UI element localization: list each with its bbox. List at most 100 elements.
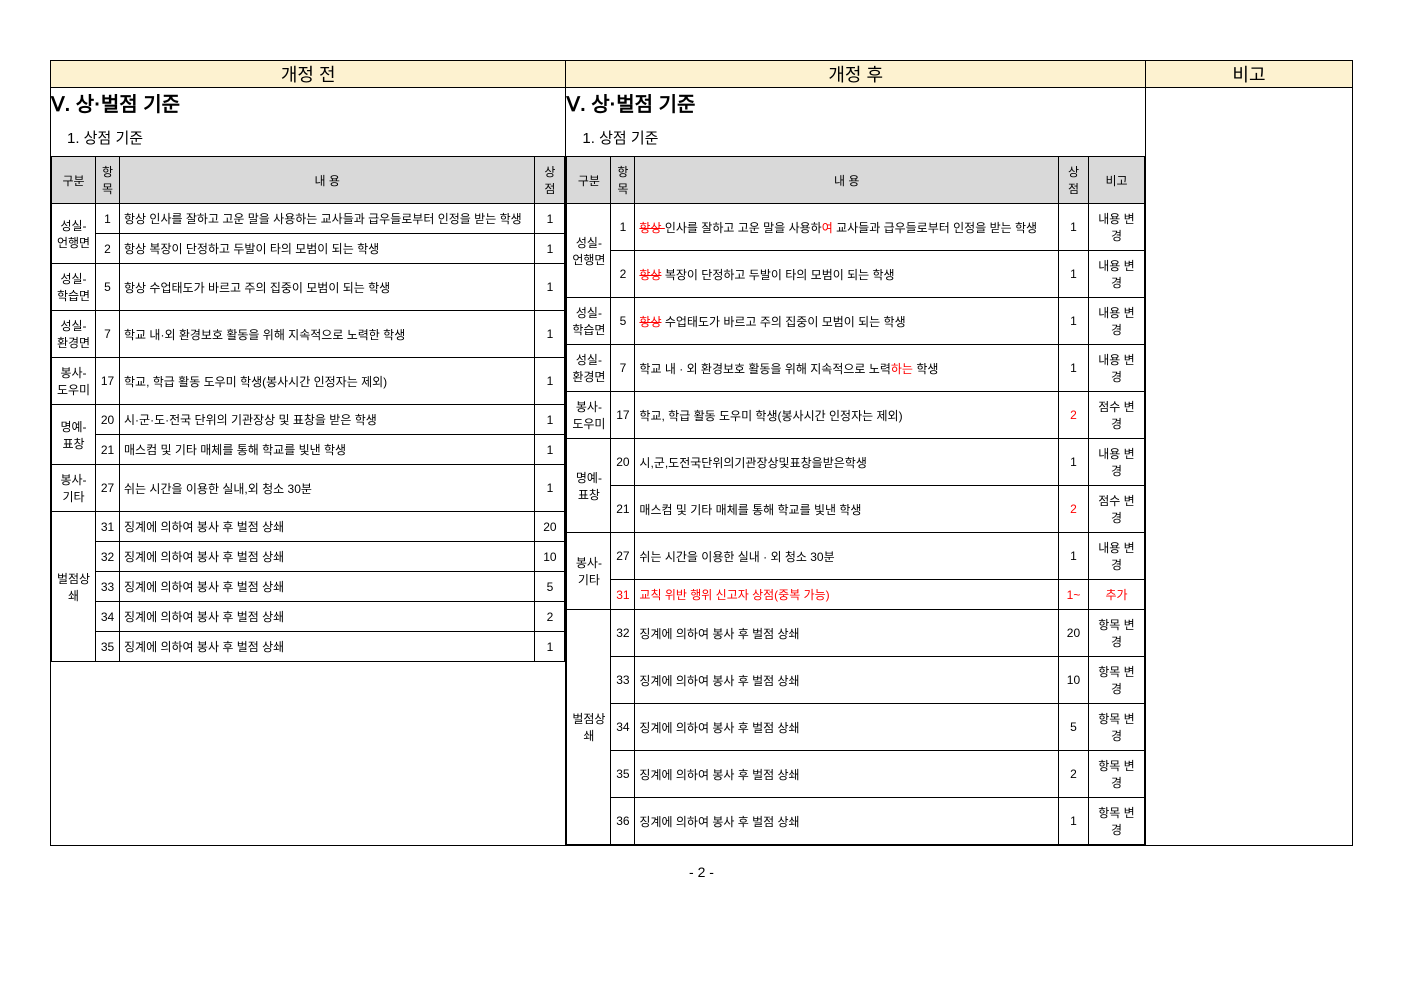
cell-naeyong: 시,군,도전국단위의기관장상및표창을받은학생 bbox=[635, 439, 1059, 486]
table-row: 명예-표창20시·군·도·전국 단위의 기관장상 및 표창을 받은 학생1 bbox=[52, 405, 565, 435]
cell-sangjeom: 1 bbox=[1058, 345, 1088, 392]
cell-naeyong: 항상 인사를 잘하고 고운 말을 사용하는 교사들과 급우들로부터 인정을 받는… bbox=[120, 204, 535, 234]
section-title-before: Ⅴ. 상·벌점 기준 bbox=[51, 88, 565, 117]
cell-hangmok: 2 bbox=[611, 251, 635, 298]
table-row: 봉사-도우미17학교, 학급 활동 도우미 학생(봉사시간 인정자는 제외)1 bbox=[52, 358, 565, 405]
cell-gubun: 벌점상쇄 bbox=[567, 610, 611, 845]
page-number: - 2 - bbox=[50, 864, 1353, 880]
cell-hangmok: 33 bbox=[96, 572, 120, 602]
table-row: 31교칙 위반 행위 신고자 상점(중복 가능)1~추가 bbox=[567, 580, 1145, 610]
table-row: 벌점상쇄32징계에 의하여 봉사 후 벌점 상쇄20항목 변경 bbox=[567, 610, 1145, 657]
table-row: 성실-환경면7학교 내·외 환경보호 활동을 위해 지속적으로 노력한 학생1 bbox=[52, 311, 565, 358]
cell-sangjeom: 5 bbox=[1058, 704, 1088, 751]
main-comparison-table: 개정 전 개정 후 비고 Ⅴ. 상·벌점 기준 1. 상점 기준 구분 항목 내 bbox=[50, 60, 1353, 846]
cell-naeyong: 징계에 의하여 봉사 후 벌점 상쇄 bbox=[120, 572, 535, 602]
cell-naeyong: 징계에 의하여 봉사 후 벌점 상쇄 bbox=[120, 542, 535, 572]
cell-hangmok: 35 bbox=[611, 751, 635, 798]
table-row: 35징계에 의하여 봉사 후 벌점 상쇄1 bbox=[52, 632, 565, 662]
cell-sangjeom: 2 bbox=[535, 602, 565, 632]
subsection-before: 1. 상점 기준 bbox=[67, 127, 565, 148]
cell-gubun: 봉사-기타 bbox=[52, 465, 96, 512]
table-row: 벌점상쇄31징계에 의하여 봉사 후 벌점 상쇄20 bbox=[52, 512, 565, 542]
th-gubun-a: 구분 bbox=[567, 157, 611, 204]
table-row: 21매스컴 및 기타 매체를 통해 학교를 빛낸 학생1 bbox=[52, 435, 565, 465]
table-row: 명예-표창20시,군,도전국단위의기관장상및표창을받은학생1내용 변경 bbox=[567, 439, 1145, 486]
cell-naeyong: 징계에 의하여 봉사 후 벌점 상쇄 bbox=[635, 704, 1059, 751]
cell-bigo: 점수 변경 bbox=[1088, 392, 1144, 439]
cell-gubun: 봉사-도우미 bbox=[567, 392, 611, 439]
table-row: 봉사-기타27쉬는 시간을 이용한 실내,외 청소 30분1 bbox=[52, 465, 565, 512]
cell-bigo: 항목 변경 bbox=[1088, 751, 1144, 798]
cell-hangmok: 31 bbox=[611, 580, 635, 610]
cell-sangjeom: 1 bbox=[535, 435, 565, 465]
before-inner-table: 구분 항목 내 용 상점 성실-언행면1항상 인사를 잘하고 고운 말을 사용하… bbox=[51, 156, 565, 662]
cell-hangmok: 17 bbox=[96, 358, 120, 405]
cell-bigo: 내용 변경 bbox=[1088, 533, 1144, 580]
header-remarks: 비고 bbox=[1145, 61, 1352, 88]
cell-bigo: 내용 변경 bbox=[1088, 345, 1144, 392]
table-row: 봉사-기타27쉬는 시간을 이용한 실내 · 외 청소 30분1내용 변경 bbox=[567, 533, 1145, 580]
cell-sangjeom: 20 bbox=[535, 512, 565, 542]
cell-naeyong: 매스컴 및 기타 매체를 통해 학교를 빛낸 학생 bbox=[120, 435, 535, 465]
cell-bigo: 추가 bbox=[1088, 580, 1144, 610]
table-row: 36징계에 의하여 봉사 후 벌점 상쇄1항목 변경 bbox=[567, 798, 1145, 845]
cell-sangjeom: 5 bbox=[535, 572, 565, 602]
cell-sangjeom: 1 bbox=[535, 264, 565, 311]
cell-naeyong: 매스컴 및 기타 매체를 통해 학교를 빛낸 학생 bbox=[635, 486, 1059, 533]
cell-sangjeom: 1 bbox=[1058, 798, 1088, 845]
after-inner-table: 구분 항목 내 용 상점 비고 성실-언행면1항상 인사를 잘하고 고운 말을 … bbox=[566, 156, 1145, 845]
cell-sangjeom: 20 bbox=[1058, 610, 1088, 657]
cell-hangmok: 31 bbox=[96, 512, 120, 542]
table-row: 32징계에 의하여 봉사 후 벌점 상쇄10 bbox=[52, 542, 565, 572]
cell-bigo: 항목 변경 bbox=[1088, 704, 1144, 751]
cell-naeyong: 항상 수업태도가 바르고 주의 집중이 모범이 되는 학생 bbox=[120, 264, 535, 311]
cell-bigo: 항목 변경 bbox=[1088, 657, 1144, 704]
cell-naeyong: 징계에 의하여 봉사 후 벌점 상쇄 bbox=[635, 610, 1059, 657]
th-sangjeom-a: 상점 bbox=[1058, 157, 1088, 204]
before-content-cell: Ⅴ. 상·벌점 기준 1. 상점 기준 구분 항목 내 용 상점 성실-언행면1… bbox=[51, 88, 566, 846]
cell-gubun: 성실-학습면 bbox=[567, 298, 611, 345]
cell-sangjeom: 10 bbox=[535, 542, 565, 572]
cell-hangmok: 32 bbox=[96, 542, 120, 572]
cell-naeyong: 징계에 의하여 봉사 후 벌점 상쇄 bbox=[635, 751, 1059, 798]
table-row: 성실-학습면5항상 수업태도가 바르고 주의 집중이 모범이 되는 학생1 bbox=[52, 264, 565, 311]
table-row: 성실-언행면1항상 인사를 잘하고 고운 말을 사용하여 교사들과 급우들로부터… bbox=[567, 204, 1145, 251]
cell-naeyong: 징계에 의하여 봉사 후 벌점 상쇄 bbox=[120, 632, 535, 662]
cell-sangjeom: 1 bbox=[1058, 251, 1088, 298]
cell-sangjeom: 1 bbox=[535, 465, 565, 512]
cell-sangjeom: 1 bbox=[1058, 439, 1088, 486]
cell-hangmok: 7 bbox=[96, 311, 120, 358]
table-row: 봉사-도우미17학교, 학급 활동 도우미 학생(봉사시간 인정자는 제외)2점… bbox=[567, 392, 1145, 439]
cell-naeyong: 항상 복장이 단정하고 두발이 타의 모범이 되는 학생 bbox=[635, 251, 1059, 298]
table-row: 성실-환경면7학교 내 · 외 환경보호 활동을 위해 지속적으로 노력하는 학… bbox=[567, 345, 1145, 392]
cell-hangmok: 27 bbox=[611, 533, 635, 580]
table-row: 2항상 복장이 단정하고 두발이 타의 모범이 되는 학생1내용 변경 bbox=[567, 251, 1145, 298]
cell-hangmok: 2 bbox=[96, 234, 120, 264]
cell-sangjeom: 1 bbox=[1058, 533, 1088, 580]
cell-hangmok: 34 bbox=[611, 704, 635, 751]
cell-sangjeom: 1 bbox=[535, 358, 565, 405]
after-content-cell: Ⅴ. 상·벌점 기준 1. 상점 기준 구분 항목 내 용 상점 비고 bbox=[566, 88, 1146, 846]
cell-gubun: 명예-표창 bbox=[52, 405, 96, 465]
cell-sangjeom: 1 bbox=[535, 632, 565, 662]
cell-hangmok: 20 bbox=[96, 405, 120, 435]
cell-bigo: 내용 변경 bbox=[1088, 298, 1144, 345]
cell-sangjeom: 1 bbox=[535, 204, 565, 234]
cell-gubun: 성실-언행면 bbox=[567, 204, 611, 298]
cell-hangmok: 20 bbox=[611, 439, 635, 486]
cell-hangmok: 34 bbox=[96, 602, 120, 632]
cell-hangmok: 33 bbox=[611, 657, 635, 704]
cell-gubun: 성실-환경면 bbox=[567, 345, 611, 392]
cell-bigo: 내용 변경 bbox=[1088, 204, 1144, 251]
cell-bigo: 내용 변경 bbox=[1088, 439, 1144, 486]
cell-naeyong: 학교, 학급 활동 도우미 학생(봉사시간 인정자는 제외) bbox=[120, 358, 535, 405]
cell-naeyong: 항상 인사를 잘하고 고운 말을 사용하여 교사들과 급우들로부터 인정을 받는… bbox=[635, 204, 1059, 251]
header-after: 개정 후 bbox=[566, 61, 1146, 88]
th-hangmok-a: 항목 bbox=[611, 157, 635, 204]
table-row: 2항상 복장이 단정하고 두발이 타의 모범이 되는 학생1 bbox=[52, 234, 565, 264]
header-before: 개정 전 bbox=[51, 61, 566, 88]
cell-naeyong: 쉬는 시간을 이용한 실내,외 청소 30분 bbox=[120, 465, 535, 512]
cell-naeyong: 항상 수업태도가 바르고 주의 집중이 모범이 되는 학생 bbox=[635, 298, 1059, 345]
cell-hangmok: 35 bbox=[96, 632, 120, 662]
cell-bigo: 내용 변경 bbox=[1088, 251, 1144, 298]
